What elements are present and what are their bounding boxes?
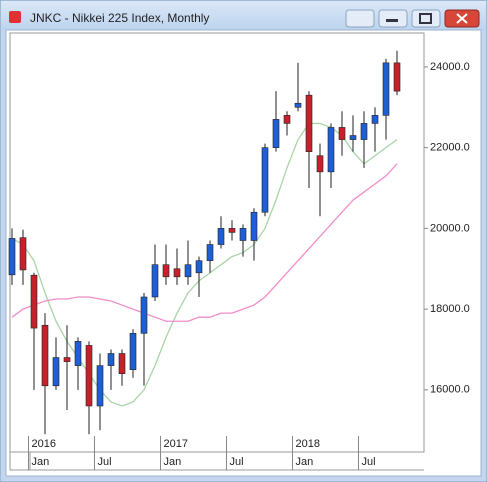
y-tick-label: 20000.0 (430, 222, 470, 234)
candle-body (30, 274, 38, 329)
y-tick-label: 18000.0 (430, 303, 470, 315)
candle-body (19, 237, 27, 271)
candle-body (338, 127, 346, 140)
candle-body (63, 357, 71, 362)
close-icon (456, 13, 468, 24)
x-tick-label: Jul (230, 456, 244, 468)
candle-body (74, 341, 82, 366)
candle-body (85, 345, 93, 407)
year-label: 2018 (296, 438, 320, 450)
year-label: 2016 (32, 438, 56, 450)
candle-body (162, 264, 170, 278)
window-title: JNKC - Nikkei 225 Index, Monthly (30, 11, 209, 25)
y-tick-label: 24000.0 (430, 61, 470, 73)
candle-body (294, 102, 302, 108)
candle-body (206, 244, 214, 261)
candle-body (140, 296, 148, 334)
candle-body (118, 353, 126, 374)
candle-body (96, 365, 104, 407)
plot-area (9, 32, 425, 453)
candle-body (217, 228, 225, 245)
app-icon (9, 11, 21, 23)
candle-body (195, 260, 203, 274)
candle-body (283, 115, 291, 124)
candle-body (129, 333, 137, 370)
candle-body (393, 62, 401, 92)
candle-body (52, 357, 60, 387)
candle-body (41, 324, 49, 387)
x-tick-label: Jul (362, 456, 376, 468)
minimize-icon (386, 19, 398, 22)
candle-body (261, 147, 269, 213)
x-tick-label: Jan (296, 456, 314, 468)
candle-body (382, 62, 390, 116)
candle-body (349, 135, 357, 140)
candle-body (316, 155, 324, 173)
x-tick-label: Jan (32, 456, 50, 468)
link-button[interactable] (345, 9, 375, 28)
plot-layer: 16000.0 18000.0 20000.0 22000.0 24000.0 Jan 20… (8, 50, 470, 470)
candle-body (327, 127, 335, 173)
candle-body (272, 119, 280, 148)
corner-box (9, 451, 31, 471)
candle-body (151, 264, 159, 298)
candle-body (305, 94, 313, 152)
candle-body (250, 211, 258, 241)
candle-body (239, 228, 247, 241)
candle-body (371, 115, 379, 124)
maximize-button[interactable] (411, 9, 441, 28)
candle-body (184, 264, 192, 278)
year-label: 2017 (164, 438, 188, 450)
candle-body (228, 228, 236, 233)
x-tick-label: Jan (164, 456, 182, 468)
y-tick-label: 16000.0 (430, 384, 470, 396)
candle-body (360, 123, 368, 140)
candle-body (107, 353, 115, 366)
x-tick-label: Jul (98, 456, 112, 468)
maximize-icon (419, 13, 432, 24)
candle-body (173, 268, 181, 278)
moving-average-line (11, 163, 398, 322)
candle-body (8, 238, 16, 276)
minimize-button[interactable] (378, 9, 408, 28)
y-tick-label: 22000.0 (430, 142, 470, 154)
